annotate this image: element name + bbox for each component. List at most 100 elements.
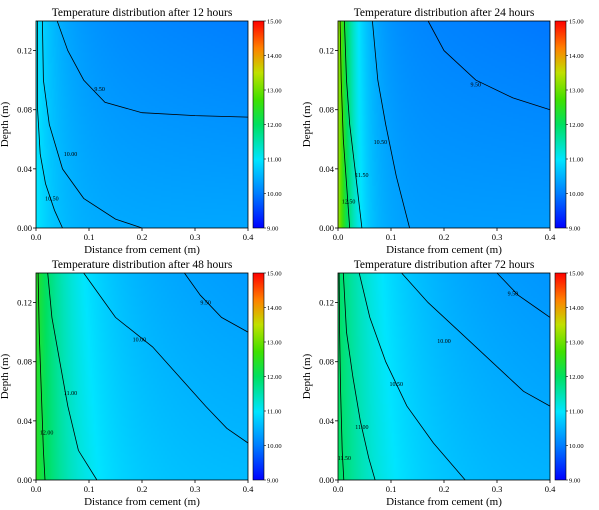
contour-line-10.00 (401, 272, 551, 407)
colorbar-tick-label: 15.00 (569, 271, 584, 278)
contour-line-9.50 (427, 20, 551, 111)
contour-label: 9.50 (508, 292, 519, 298)
contour-label: 9.50 (94, 87, 105, 93)
panel-3: 9.50 10.00 11.00 12.00 0.0 0.1 0.2 0.3 0.4 0.00 0.… (0, 259, 282, 508)
x-tick-label: 0.2 (137, 232, 148, 242)
colorbar-tick-label: 10.00 (267, 191, 282, 198)
colorbar (252, 20, 265, 229)
x-tick-label: 0.3 (492, 232, 503, 242)
y-axis-label: Depth (m) (0, 353, 11, 399)
x-tick-label: 0.0 (333, 232, 344, 242)
contour-line-11.50 (344, 20, 363, 229)
x-tick-label: 0.4 (545, 232, 556, 242)
y-tick-label: 0.04 (17, 164, 33, 174)
contour-line-9.50 (56, 20, 249, 118)
y-tick-label: 0.04 (319, 164, 335, 174)
contour-label: 12.50 (342, 199, 356, 205)
panel-1: 9.50 10.00 10.50 0.0 0.1 0.2 0.3 0.4 0.00 0.04 0.0… (0, 7, 282, 256)
colorbar-tick-label: 13.00 (569, 340, 584, 347)
colorbar-tick-label: 12.00 (569, 122, 584, 129)
x-tick-label: 0.2 (137, 484, 148, 494)
colorbar-tick-label: 11.00 (267, 157, 281, 164)
colorbar-tick-label: 12.00 (267, 122, 282, 129)
colorbar-tick-label: 11.00 (569, 157, 583, 164)
contour-line-12.50 (339, 20, 351, 229)
heatmap-field (338, 273, 550, 480)
y-axis-label: Depth (m) (301, 101, 313, 147)
contour-label: 10.50 (374, 140, 388, 146)
chart-title: Temperature distribution after 48 hours (52, 259, 233, 271)
y-tick-label: 0.08 (17, 105, 32, 115)
y-tick-label: 0.04 (319, 416, 335, 426)
x-tick-label: 0.3 (190, 232, 201, 242)
x-tick-label: 0.4 (243, 232, 254, 242)
colorbar-tick-label: 11.00 (569, 409, 583, 416)
y-tick-label: 0.12 (319, 298, 334, 308)
panel-2: 9.50 10.50 11.50 12.50 0.0 0.1 0.2 0.3 0.4 0.00 0.… (301, 7, 584, 256)
contour-label: 11.00 (64, 391, 77, 397)
x-axis-label: Distance from cement (m) (84, 244, 200, 256)
y-tick-label: 0.08 (319, 105, 334, 115)
colorbar-tick-label: 13.00 (267, 340, 282, 347)
colorbar-tick-label: 15.00 (569, 19, 584, 26)
contour-line-11.00 (47, 272, 98, 481)
colorbar-tick-label: 14.00 (569, 53, 584, 60)
x-tick-label: 0.1 (386, 484, 397, 494)
contour-line-9.50 (496, 272, 551, 318)
contour-line-12.00 (37, 272, 46, 481)
y-tick-label: 0.00 (319, 475, 334, 485)
colorbar-tick-label: 10.00 (569, 191, 584, 198)
colorbar (554, 20, 567, 229)
y-tick-label: 0.00 (17, 475, 32, 485)
colorbar-tick-label: 9.00 (267, 226, 278, 233)
colorbar-tick-label: 9.00 (569, 478, 580, 485)
colorbar-tick-label: 9.00 (569, 226, 580, 233)
x-tick-label: 0.1 (386, 232, 397, 242)
colorbar-tick-label: 14.00 (267, 53, 282, 60)
heatmap-field (338, 21, 550, 228)
y-tick-label: 0.12 (17, 298, 32, 308)
heatmap-field (36, 273, 248, 480)
contour-line-10.50 (358, 272, 466, 481)
x-axis-label: Distance from cement (m) (84, 496, 200, 508)
colorbar-tick-label: 13.00 (569, 88, 584, 95)
y-tick-label: 0.00 (17, 223, 32, 233)
colorbar-tick-label: 10.00 (267, 443, 282, 450)
colorbar-tick-label: 13.00 (267, 88, 282, 95)
contour-line-10.50 (372, 20, 410, 229)
x-axis-label: Distance from cement (m) (386, 244, 502, 256)
colorbar-tick-label: 14.00 (267, 305, 282, 312)
colorbar-tick-label: 14.00 (569, 305, 584, 312)
contour-label: 12.00 (40, 431, 54, 437)
contour-label: 11.00 (355, 425, 368, 431)
x-tick-label: 0.2 (439, 232, 450, 242)
x-tick-label: 0.4 (243, 484, 254, 494)
x-axis-label: Distance from cement (m) (386, 496, 502, 508)
y-tick-label: 0.04 (17, 416, 33, 426)
x-tick-label: 0.0 (31, 484, 42, 494)
colorbar (554, 272, 567, 481)
colorbar-tick-label: 11.00 (267, 409, 281, 416)
x-tick-label: 0.1 (84, 232, 95, 242)
colorbar-tick-label: 10.00 (569, 443, 584, 450)
colorbar (252, 272, 265, 481)
colorbar-tick-label: 15.00 (267, 271, 282, 278)
chart-title: Temperature distribution after 24 hours (354, 7, 535, 19)
contour-label: 11.50 (338, 456, 351, 462)
colorbar-tick-label: 9.00 (267, 478, 278, 485)
y-tick-label: 0.12 (17, 46, 32, 56)
contour-label: 10.00 (437, 339, 451, 345)
contour-line-11.00 (342, 272, 376, 481)
x-tick-label: 0.0 (31, 232, 42, 242)
y-axis-label: Depth (m) (301, 353, 313, 399)
x-tick-label: 0.3 (190, 484, 201, 494)
y-axis-label: Depth (m) (0, 101, 11, 147)
x-tick-label: 0.3 (492, 484, 503, 494)
x-tick-label: 0.4 (545, 484, 556, 494)
colorbar-tick-label: 12.00 (569, 374, 584, 381)
contour-label: 9.50 (200, 301, 211, 307)
contour-label: 10.00 (64, 152, 78, 158)
contour-label: 9.50 (471, 83, 482, 89)
colorbar-tick-label: 12.00 (267, 374, 282, 381)
